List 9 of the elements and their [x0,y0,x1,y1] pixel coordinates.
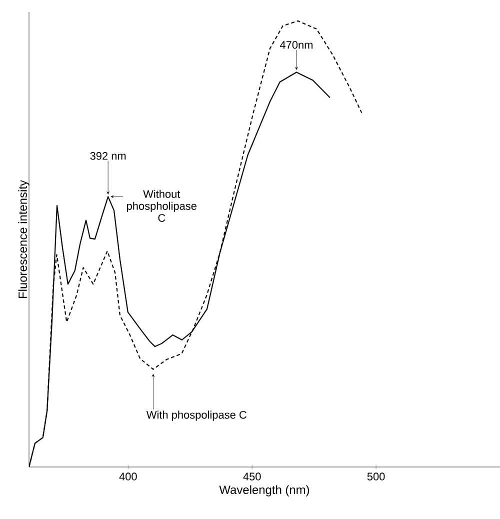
annotation: 470nm [280,40,313,49]
annotation: Without phospholipase C [127,190,196,222]
annotation: With phospolipase C [146,410,246,421]
x-tick-label: 400 [119,472,137,480]
x-axis-title: Wavelength (nm) [219,485,310,496]
x-tick-label: 450 [243,472,261,480]
y-axis-title: Fluorescence intensity [18,180,30,298]
annotation: 392 nm [90,152,126,160]
x-tick-label: 500 [367,472,385,480]
